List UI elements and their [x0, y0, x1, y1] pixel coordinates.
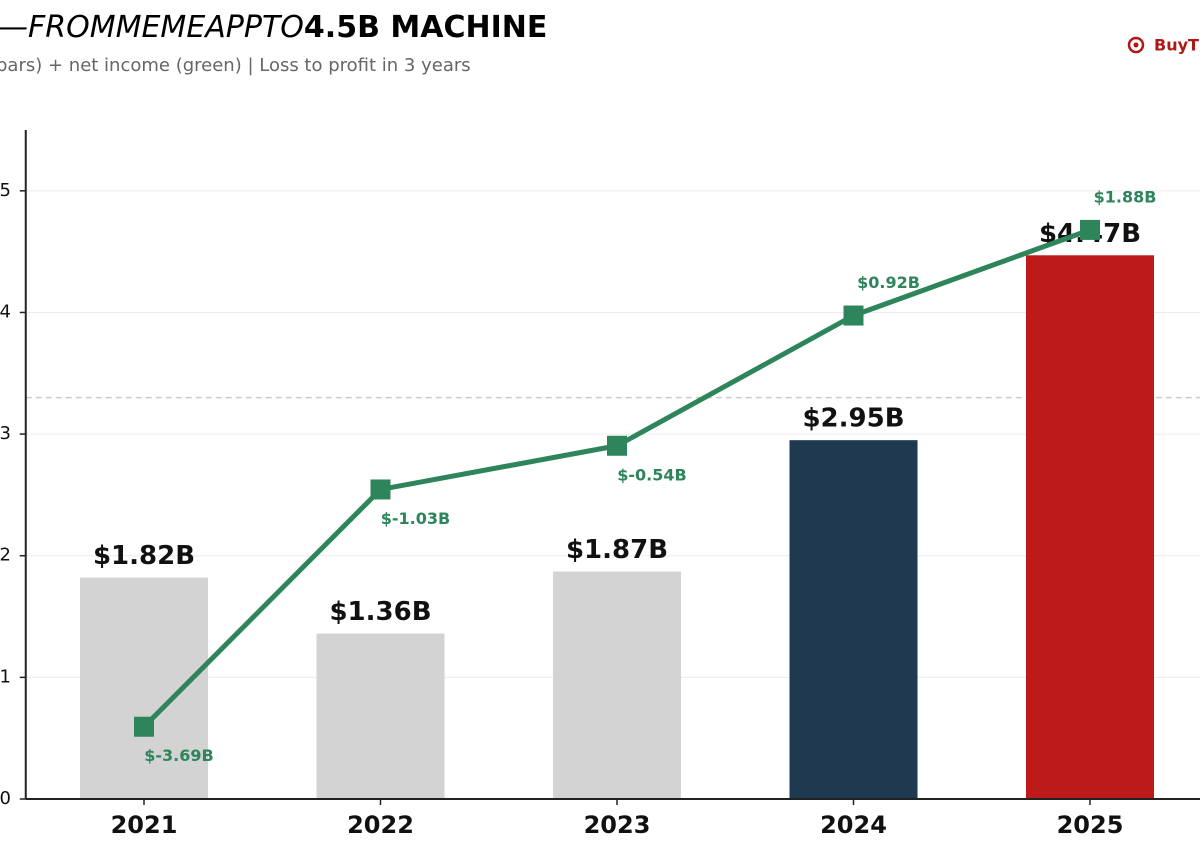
net-income-marker — [1080, 219, 1100, 240]
net-income-label: $0.92B — [857, 273, 920, 292]
brand-name: BuyT — [1154, 36, 1199, 55]
y-tick-label: 4 — [0, 301, 11, 322]
x-tick-label: 2025 — [1057, 811, 1124, 839]
x-tick-label: 2023 — [584, 811, 651, 839]
net-income-marker — [607, 435, 627, 456]
net-income-marker — [134, 716, 154, 737]
bar-value-label: $1.87B — [566, 535, 668, 565]
logo-icon-dot — [1133, 42, 1139, 48]
y-tick-label: 2 — [0, 545, 11, 566]
y-tick-label: 3 — [0, 423, 11, 444]
bar — [553, 571, 681, 799]
y-tick-label: 1 — [0, 666, 11, 687]
x-tick-label: 2024 — [820, 811, 887, 839]
bar — [789, 440, 918, 799]
net-income-label: $1.88B — [1094, 187, 1157, 206]
y-tick-label: 5 — [0, 180, 11, 201]
x-tick-label: 2021 — [111, 811, 178, 839]
net-income-label: $-1.03B — [381, 509, 450, 528]
y-tick-label: 0 — [0, 788, 11, 809]
chart-title: —FROMMEMEAPPTO4.5B MACHINE — [0, 10, 547, 45]
net-income-label: $-0.54B — [617, 465, 686, 484]
bar-value-label: $1.36B — [329, 597, 431, 627]
net-income-marker — [370, 479, 391, 500]
net-income-marker — [843, 305, 864, 326]
bar — [1026, 255, 1154, 799]
chart-subtitle: pars) + net income (green) | Loss to pro… — [0, 55, 471, 76]
brand-logo: BuyT — [1127, 36, 1199, 55]
title-italic: —FROMMEMEAPPTO — [0, 10, 304, 45]
net-income-label: $-3.69B — [144, 746, 213, 765]
bar-value-label: $2.95B — [802, 404, 904, 434]
logo-icon — [1127, 36, 1145, 54]
title-bold: 4.5B MACHINE — [304, 10, 547, 45]
x-tick-label: 2022 — [347, 811, 414, 839]
bar-value-label: $1.82B — [93, 541, 195, 571]
bar — [316, 633, 445, 799]
bar — [80, 577, 208, 799]
